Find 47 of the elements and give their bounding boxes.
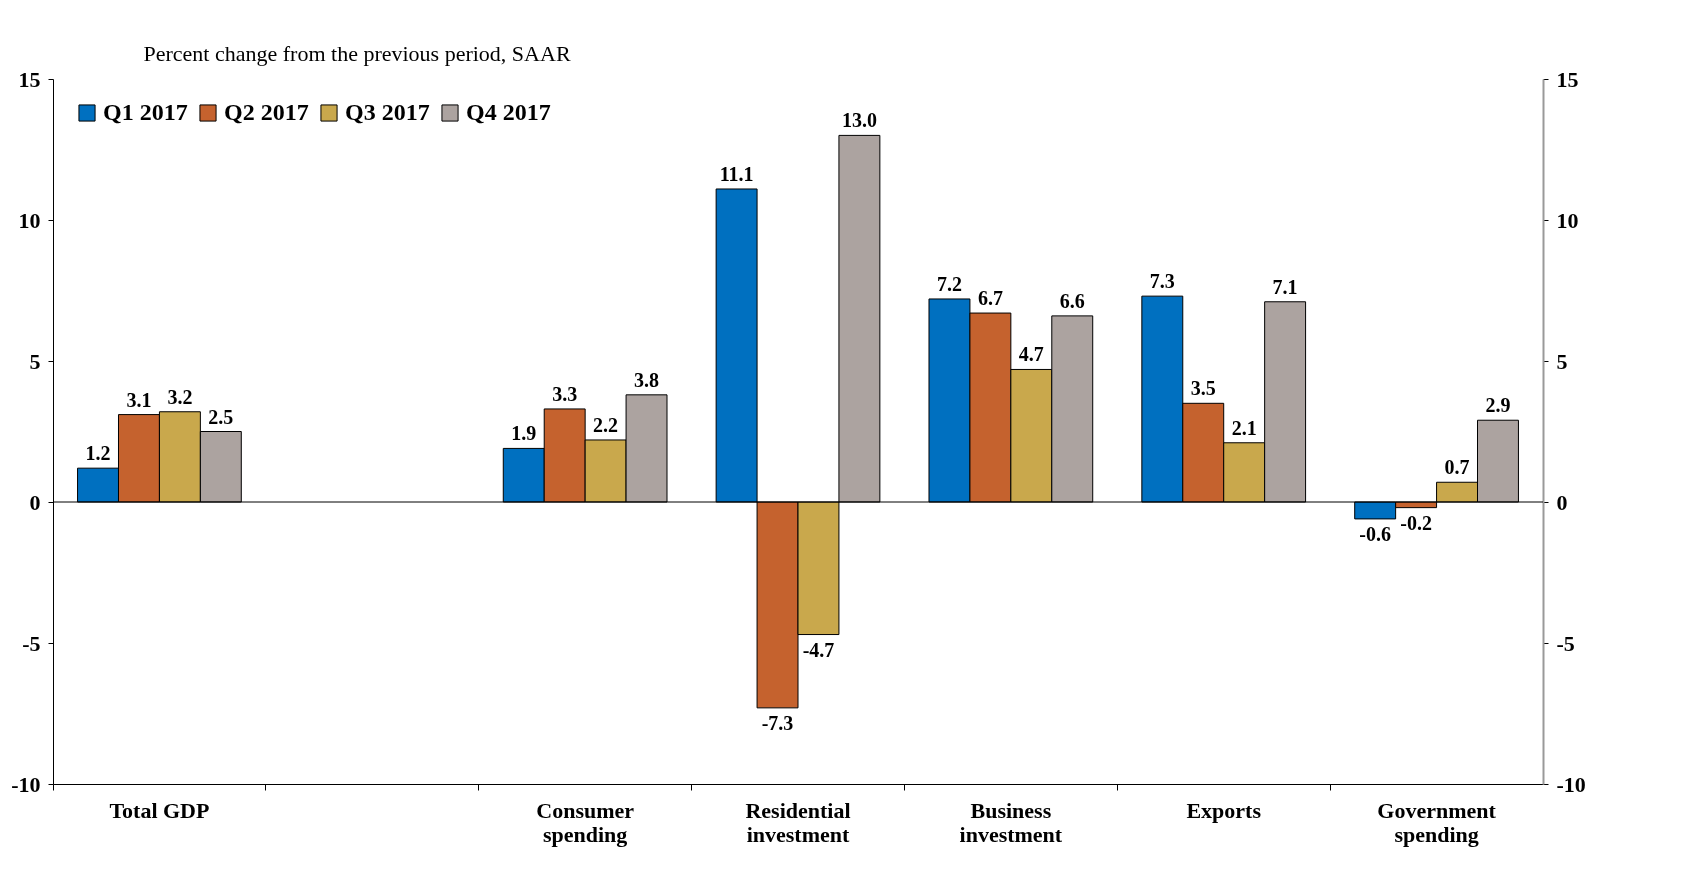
y-tick-label: -5 — [22, 630, 41, 656]
data-label: 3.1 — [126, 388, 152, 411]
data-label: 2.1 — [1231, 416, 1257, 439]
data-label: -0.6 — [1359, 522, 1392, 545]
y-tick-label: -10 — [11, 771, 41, 797]
y2-tick-label: -10 — [1556, 771, 1586, 797]
data-label: 3.5 — [1190, 377, 1216, 400]
y2-tick-label: -5 — [1556, 630, 1575, 656]
y2-tick-label: 5 — [1556, 348, 1568, 374]
y-axis-title: Percent change from the previous period, SAAR — [143, 40, 571, 66]
data-label: 0.7 — [1444, 456, 1470, 479]
x-tick-label: Business investment — [959, 797, 1063, 847]
y2-tick-label: 10 — [1556, 207, 1579, 233]
legend-label: Q2 2017 — [224, 99, 309, 125]
x-tick-label: Total GDP — [109, 797, 210, 823]
x-tick-label: Consumer spending — [536, 797, 635, 847]
data-label: 2.9 — [1485, 394, 1511, 417]
data-label: 2.2 — [593, 413, 619, 436]
y-tick-label: 5 — [29, 348, 41, 374]
y-tick-label: 10 — [18, 207, 41, 233]
data-label: 3.3 — [552, 382, 578, 405]
data-label: 7.2 — [936, 272, 962, 295]
legend-label: Q1 2017 — [103, 99, 188, 125]
data-label: 2.5 — [208, 405, 234, 428]
x-tick-label: Government spending — [1377, 797, 1497, 847]
data-label: 11.1 — [719, 162, 754, 185]
data-label: 3.2 — [167, 385, 193, 408]
y-tick-label: 15 — [18, 66, 41, 92]
y2-tick-label: 15 — [1556, 66, 1579, 92]
data-label: -0.2 — [1400, 511, 1432, 534]
data-label: 4.7 — [1018, 343, 1044, 366]
data-label: 1.9 — [511, 422, 537, 445]
x-tick-label: Exports — [1186, 797, 1262, 823]
data-label: 13.0 — [841, 109, 877, 132]
data-label: -4.7 — [802, 638, 835, 661]
y-tick-label: 0 — [29, 489, 41, 515]
y2-tick-label: 0 — [1556, 489, 1568, 515]
data-label: 6.7 — [977, 287, 1003, 310]
legend-label: Q4 2017 — [466, 99, 551, 125]
data-label: 7.3 — [1149, 270, 1175, 293]
data-label: 6.6 — [1059, 289, 1085, 312]
data-label: -7.3 — [761, 711, 794, 734]
x-tick-label: Residential investment — [745, 797, 851, 847]
data-label: 7.1 — [1272, 275, 1298, 298]
data-label: 1.2 — [85, 442, 111, 465]
legend-label: Q3 2017 — [345, 99, 430, 125]
data-label: 3.8 — [634, 368, 660, 391]
